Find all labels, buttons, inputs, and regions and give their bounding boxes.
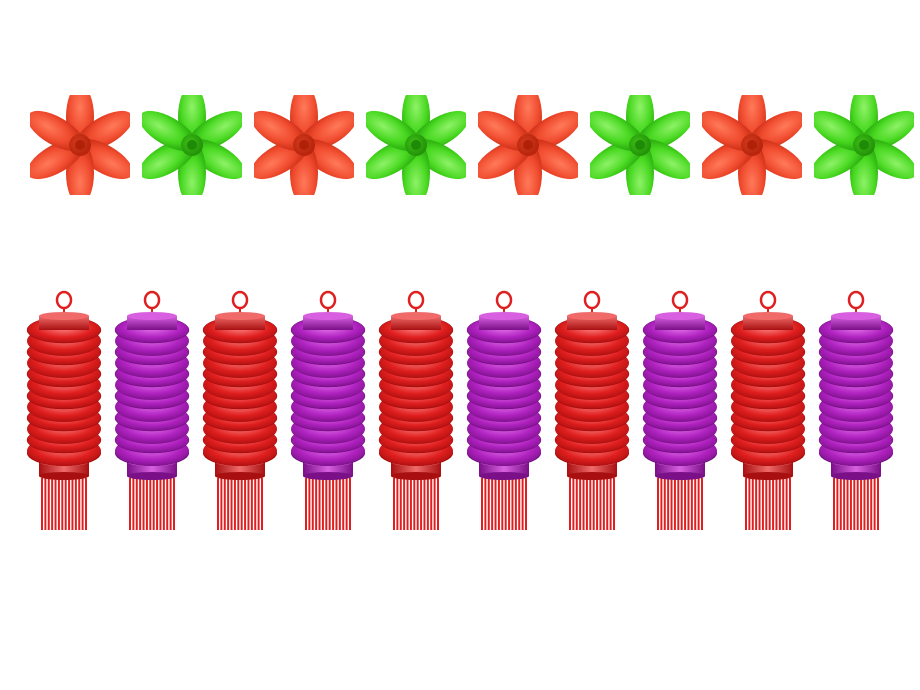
lantern-purple-icon: [284, 290, 372, 570]
flower-red-icon: [478, 95, 578, 195]
flower-green-icon: [142, 95, 242, 195]
lantern-red-icon: [20, 290, 108, 570]
flowers-row: [30, 95, 914, 195]
flower-red-icon: [254, 95, 354, 195]
flower-green-icon: [814, 95, 914, 195]
lantern-red-icon: [196, 290, 284, 570]
flower-green-icon: [366, 95, 466, 195]
flower-green-icon: [590, 95, 690, 195]
lanterns-row: [20, 290, 900, 570]
lantern-purple-icon: [636, 290, 724, 570]
lantern-red-icon: [548, 290, 636, 570]
flower-red-icon: [30, 95, 130, 195]
lantern-red-icon: [372, 290, 460, 570]
lantern-purple-icon: [460, 290, 548, 570]
lantern-purple-icon: [108, 290, 196, 570]
lantern-red-icon: [724, 290, 812, 570]
flower-red-icon: [702, 95, 802, 195]
lantern-purple-icon: [812, 290, 900, 570]
